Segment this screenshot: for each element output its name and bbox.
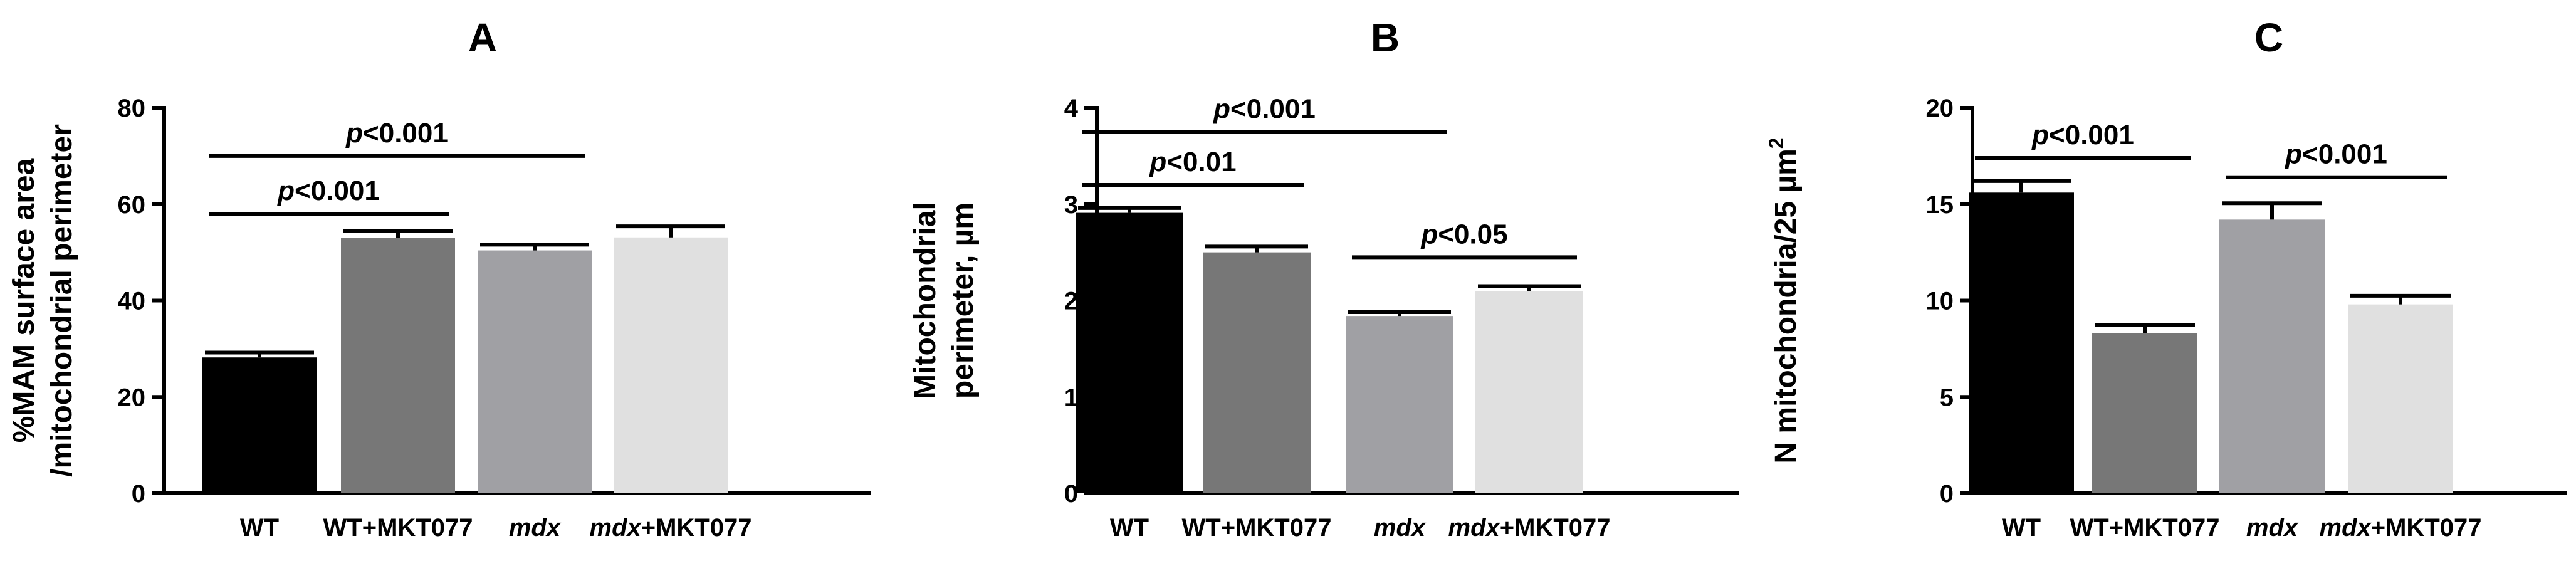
- x-category-label: mdx+MKT077: [1448, 514, 1611, 542]
- x-category-label-text: WT: [240, 514, 279, 542]
- x-category-label-text: WT+MKT077: [2070, 514, 2220, 542]
- y-tick-label: 5: [1940, 384, 1954, 411]
- y-axis-label-superscript: 2: [1765, 137, 1788, 149]
- bar-wt: [1969, 192, 2074, 493]
- significance-label: p<0.05: [1420, 219, 1507, 249]
- y-tick-label: 60: [118, 191, 146, 219]
- x-category-label-text: WT+MKT077: [323, 514, 473, 542]
- bar-mdx-mkt077: [614, 237, 728, 493]
- x-category-label-italic: mdx: [2320, 514, 2372, 542]
- bar-mdx: [1346, 316, 1453, 493]
- panel-letter: B: [1371, 15, 1400, 60]
- y-tick-label: 15: [1926, 191, 1954, 219]
- bar-mdx-mkt077: [1475, 291, 1583, 493]
- y-tick-label: 40: [118, 288, 146, 315]
- significance-label: p<0.001: [2285, 139, 2387, 170]
- x-category-label-italic: mdx: [1448, 514, 1501, 542]
- x-category-label: mdx: [509, 514, 562, 542]
- y-tick-label: 4: [1064, 95, 1079, 122]
- y-axis-label-line: Mitochondrial: [909, 202, 942, 399]
- bar-wt-mkt077: [2092, 333, 2197, 493]
- x-category-label-text: +MKT077: [2371, 514, 2482, 542]
- bar-wt-mkt077: [341, 238, 455, 493]
- x-category-label-text: WT: [1110, 514, 1149, 542]
- y-axis-label-line: %MAM surface area: [8, 158, 41, 443]
- panel-b: B Mitochondrial perimeter, µm 0 1 2 3 4 WT WT+MKT…: [909, 15, 1739, 542]
- panel-letter: C: [2254, 15, 2283, 60]
- significance-label-p: p: [277, 176, 295, 206]
- y-tick-label: 10: [1926, 288, 1954, 315]
- significance-label-value: <0.001: [1230, 93, 1316, 124]
- y-tick-label: 20: [1926, 95, 1954, 122]
- y-tick-label: 0: [132, 480, 145, 508]
- significance-label-value: <0.001: [2049, 120, 2134, 150]
- significance-label-value: <0.001: [363, 118, 448, 149]
- x-category-label-italic: mdx: [509, 514, 562, 542]
- y-axis-label: N mitochondria/25 µm2: [1765, 137, 1803, 463]
- bar-wt: [1076, 212, 1183, 493]
- y-axis-label: %MAM surface area/mitochondrial perimete…: [8, 124, 78, 477]
- y-axis-label-text: N mitochondria/25 µm: [1769, 149, 1803, 463]
- x-category-label: mdx: [1374, 514, 1427, 542]
- x-category-label: WT+MKT077: [323, 514, 473, 542]
- x-category-label: WT: [240, 514, 279, 542]
- bar-wt: [202, 357, 317, 493]
- bar-mdx-mkt077: [2348, 304, 2453, 493]
- x-category-label: mdx+MKT077: [2320, 514, 2482, 542]
- significance-label: p<0.001: [277, 176, 380, 206]
- x-category-label: mdx: [2246, 514, 2299, 542]
- x-category-label-text: WT+MKT077: [1182, 514, 1332, 542]
- significance-label: p<0.01: [1149, 147, 1236, 177]
- significance-label-p: p: [1213, 93, 1230, 124]
- y-tick-label: 0: [1064, 480, 1078, 508]
- y-tick-label: 20: [118, 384, 146, 411]
- x-category-label-italic: mdx: [590, 514, 642, 542]
- significance-label-value: <0.001: [295, 176, 380, 206]
- significance-label-p: p: [1149, 147, 1166, 177]
- bar-mdx: [478, 250, 592, 493]
- x-category-label: WT: [1110, 514, 1149, 542]
- y-tick-label: 2: [1064, 288, 1078, 315]
- y-tick-label: 1: [1064, 384, 1078, 411]
- significance-label-value: <0.001: [2302, 139, 2387, 170]
- significance-label-value: <0.05: [1438, 219, 1507, 249]
- significance-label-p: p: [2285, 139, 2302, 170]
- x-category-label-text: WT: [2002, 514, 2041, 542]
- bar-mdx: [2219, 219, 2325, 493]
- y-tick-label: 3: [1064, 191, 1078, 219]
- panel-a: A %MAM surface area/mitochondrial perimet…: [8, 15, 871, 542]
- x-category-label-italic: mdx: [1374, 514, 1427, 542]
- x-category-label-text: +MKT077: [641, 514, 752, 542]
- y-axis-label-line: /mitochondrial perimeter: [45, 124, 78, 477]
- significance-label: p<0.001: [1213, 93, 1316, 124]
- significance-label: p<0.001: [2031, 120, 2134, 150]
- significance-label-value: <0.01: [1166, 147, 1236, 177]
- panel-letter: A: [468, 15, 497, 60]
- y-axis-label: Mitochondrial perimeter, µm: [909, 202, 980, 399]
- x-category-label: WT+MKT077: [2070, 514, 2220, 542]
- x-category-label: WT+MKT077: [1182, 514, 1332, 542]
- x-category-label: WT: [2002, 514, 2041, 542]
- significance-label-p: p: [345, 118, 363, 149]
- significance-label-p: p: [1420, 219, 1438, 249]
- bar-wt-mkt077: [1203, 252, 1311, 493]
- significance-label: p<0.001: [345, 118, 448, 149]
- y-axis-label-line: perimeter, µm: [946, 202, 980, 399]
- y-tick-label: 0: [1940, 480, 1954, 508]
- significance-label-p: p: [2031, 120, 2049, 150]
- x-category-label-text: +MKT077: [1500, 514, 1611, 542]
- x-category-label-italic: mdx: [2246, 514, 2299, 542]
- y-tick-label: 80: [118, 95, 146, 122]
- x-category-label: mdx+MKT077: [590, 514, 752, 542]
